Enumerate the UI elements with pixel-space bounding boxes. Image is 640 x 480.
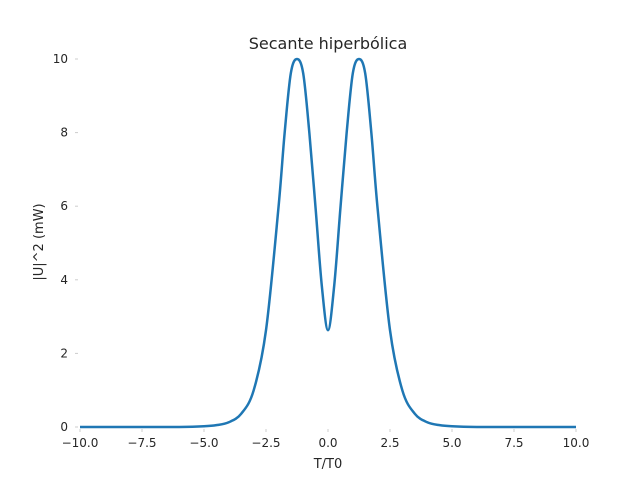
x-tick-label: 10.0	[563, 436, 590, 450]
y-tick-label: 10	[53, 52, 68, 66]
series-line	[80, 57, 576, 429]
x-axis-label: T/T0	[313, 457, 343, 472]
x-tick-label: −2.5	[251, 436, 280, 450]
x-tick-label: 2.5	[380, 436, 399, 450]
x-tick-label: 0.0	[318, 436, 337, 450]
y-tick-label: 6	[60, 199, 68, 213]
x-tick-label: −5.0	[189, 436, 218, 450]
y-axis-ticks: 0 2 4 6 8 10	[53, 52, 78, 434]
x-tick-label: −7.5	[127, 436, 156, 450]
y-tick-label: 2	[60, 346, 68, 360]
plot-area	[80, 57, 576, 429]
y-axis-label: |U|^2 (mW)	[32, 203, 47, 280]
y-tick-label: 4	[60, 273, 68, 287]
y-tick-label: 0	[60, 420, 68, 434]
y-tick-label: 8	[60, 126, 68, 140]
x-tick-label: −10.0	[62, 436, 99, 450]
chart-title: Secante hiperbólica	[249, 34, 408, 53]
x-axis-ticks: −10.0 −7.5 −5.0 −2.5 0.0 2.5 5.0 7.5 10.0	[62, 429, 590, 450]
x-tick-label: 5.0	[442, 436, 461, 450]
x-tick-label: 7.5	[504, 436, 523, 450]
